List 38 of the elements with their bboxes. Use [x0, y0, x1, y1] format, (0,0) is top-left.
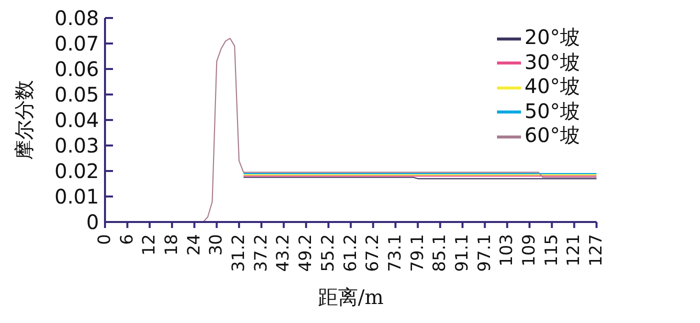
y-tick-label: 0.05: [54, 82, 99, 107]
y-tick-label: 0.08: [54, 6, 99, 30]
x-tick-label: 0: [95, 234, 115, 245]
x-tick-label: 43.2: [274, 234, 294, 272]
x-tick-label: 103: [497, 234, 518, 266]
x-tick-label: 97.1: [474, 234, 495, 272]
x-tick-label: 37.2: [251, 234, 272, 272]
x-tick-label: 61.2: [340, 234, 361, 272]
x-tick-label: 55.2: [318, 234, 338, 272]
y-axis-title: 摩尔分数: [12, 80, 36, 160]
x-tick-label: 67.2: [363, 234, 384, 272]
legend-label: 50°坡: [524, 98, 580, 123]
y-tick-label: 0.04: [54, 108, 99, 132]
x-tick-label: 91.1: [452, 234, 472, 272]
x-tick-label: 31.2: [229, 234, 250, 272]
x-tick-label: 12: [140, 234, 160, 256]
y-tick-label: 0.01: [54, 184, 99, 209]
y-tick-label: 0.06: [54, 57, 99, 82]
x-tick-label: 115: [542, 234, 562, 266]
x-tick-label: 18: [162, 234, 182, 256]
x-tick-label: 109: [520, 234, 540, 266]
x-tick-label: 73.1: [385, 234, 406, 272]
legend-label: 20°坡: [524, 25, 580, 49]
y-tick-label: 0.07: [54, 32, 99, 56]
x-tick-label: 30: [206, 234, 227, 256]
x-tick-label: 24: [184, 234, 204, 256]
x-tick-label: 79.1: [408, 234, 428, 272]
x-tick-label: 85.1: [430, 234, 450, 272]
y-tick-label: 0.03: [54, 134, 99, 158]
x-tick-label: 49.2: [296, 234, 316, 272]
x-tick-label: 127: [586, 234, 607, 266]
y-tick-label: 0.02: [54, 159, 99, 184]
legend-label: 40°坡: [524, 74, 580, 98]
x-tick-label: 121: [564, 234, 584, 266]
legend-label: 60°坡: [524, 123, 580, 148]
x-tick-label: 6: [117, 234, 138, 245]
legend-label: 30°坡: [524, 50, 580, 74]
x-axis-title: 距离/m: [318, 285, 384, 309]
